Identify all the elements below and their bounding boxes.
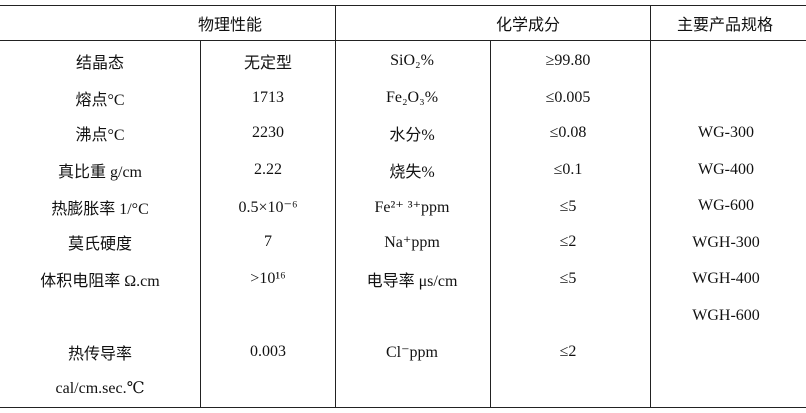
chemical-name: Cl⁻ppm (385, 344, 439, 361)
property-value: 1713 (252, 89, 284, 106)
chemical-value: ≤0.005 (545, 89, 591, 106)
property-value: >10¹⁶ (250, 270, 286, 287)
header-cell: 化学成分 (495, 17, 561, 34)
column-divider (650, 5, 651, 408)
spec-item: WGH-300 (692, 233, 760, 251)
top-border (0, 5, 806, 6)
property-value: 2230 (252, 124, 284, 141)
chemical-value: ≤2 (559, 233, 577, 250)
column-divider (200, 40, 201, 408)
spec-item: WG-300 (698, 124, 754, 141)
property-value: 7 (264, 233, 272, 250)
chemical-value: ≤5 (559, 198, 577, 215)
property-name: 熔点°C (75, 92, 125, 109)
chemical-name: SiO₂% (390, 52, 434, 69)
property-value: 无定型 (243, 55, 293, 72)
chemical-name: 烧失% (389, 164, 435, 181)
property-name: cal/cm.sec.℃ (55, 380, 145, 397)
property-name: 莫氏硬度 (67, 236, 133, 253)
property-name: 体积电阻率 Ω.cm (40, 273, 160, 290)
header-cell: 主要产品规格 (676, 17, 774, 34)
column-divider (335, 5, 336, 408)
property-value: 2.22 (254, 161, 282, 178)
header-cell: 物理性能 (197, 17, 263, 34)
header-border (0, 40, 806, 41)
chemical-name: Fe²⁺ ³⁺ppm (374, 199, 450, 216)
property-name: 结晶态 (75, 55, 125, 72)
property-name: 热膨胀率 1/°C (51, 201, 149, 218)
property-name: 热传导率 (67, 346, 133, 363)
chemical-name: 电导率 μs/cm (366, 273, 458, 290)
chemical-value: ≤5 (559, 270, 577, 287)
spec-item: WGH-600 (692, 307, 760, 324)
chemical-value: ≥99.80 (545, 52, 591, 69)
chemical-value: ≤2 (559, 343, 577, 360)
bottom-border (0, 407, 806, 408)
property-name: 沸点°C (75, 127, 125, 144)
chemical-value: ≤0.08 (549, 124, 587, 141)
property-value: 0.003 (250, 343, 286, 360)
chemical-value: ≤0.1 (553, 161, 583, 178)
chemical-name: 水分% (389, 127, 435, 144)
chemical-name: Na⁺ppm (384, 234, 440, 251)
spec-item: WG-400 (698, 160, 754, 178)
spec-item: WG-600 (698, 197, 754, 215)
chemical-name: Fe₂O₃% (385, 89, 439, 106)
column-divider (490, 40, 491, 408)
property-value: 0.5×10⁻⁶ (238, 199, 298, 216)
spec-item: WGH-400 (692, 270, 760, 288)
property-name: 真比重 g/cm (58, 164, 142, 181)
